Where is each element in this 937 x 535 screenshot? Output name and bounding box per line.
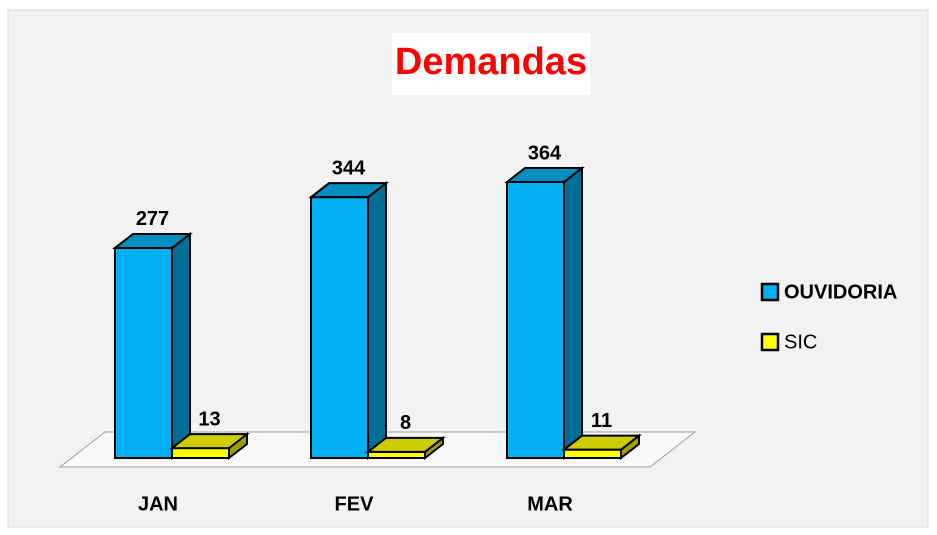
- bar-front: [563, 448, 622, 459]
- legend-label: SIC: [784, 331, 817, 353]
- bar: [561, 433, 642, 461]
- bar-side: [171, 231, 191, 461]
- data-label: 11: [591, 410, 612, 432]
- x-tick-label: JAN: [138, 493, 178, 515]
- bar-top: [504, 167, 585, 183]
- data-label: 13: [198, 408, 220, 430]
- bar-front: [310, 196, 369, 460]
- bar-side: [563, 165, 583, 461]
- data-label: 364: [528, 142, 562, 164]
- data-label: 277: [136, 208, 169, 230]
- bar: [365, 435, 446, 461]
- data-label: 8: [400, 412, 411, 434]
- bar-top: [169, 433, 250, 450]
- bar-side: [367, 181, 387, 461]
- bar: [112, 231, 193, 461]
- x-tick-label: MAR: [527, 493, 573, 515]
- x-tick-label: FEV: [335, 493, 375, 515]
- data-label: 344: [332, 157, 366, 179]
- chart-title: Demandas: [395, 41, 587, 83]
- bar: [308, 181, 389, 461]
- bar-top: [308, 182, 389, 199]
- bar: [169, 432, 250, 461]
- legend-swatch: [760, 282, 780, 302]
- bar-top: [112, 232, 193, 249]
- title-box: [392, 33, 590, 95]
- bar-front: [171, 447, 230, 459]
- bar-front: [114, 246, 173, 459]
- bar-top: [365, 436, 446, 453]
- bar: [504, 165, 585, 461]
- legend-swatch: [760, 332, 780, 352]
- bar-front: [506, 181, 565, 459]
- bar-top: [561, 434, 642, 451]
- legend-label: OUVIDORIA: [784, 281, 897, 303]
